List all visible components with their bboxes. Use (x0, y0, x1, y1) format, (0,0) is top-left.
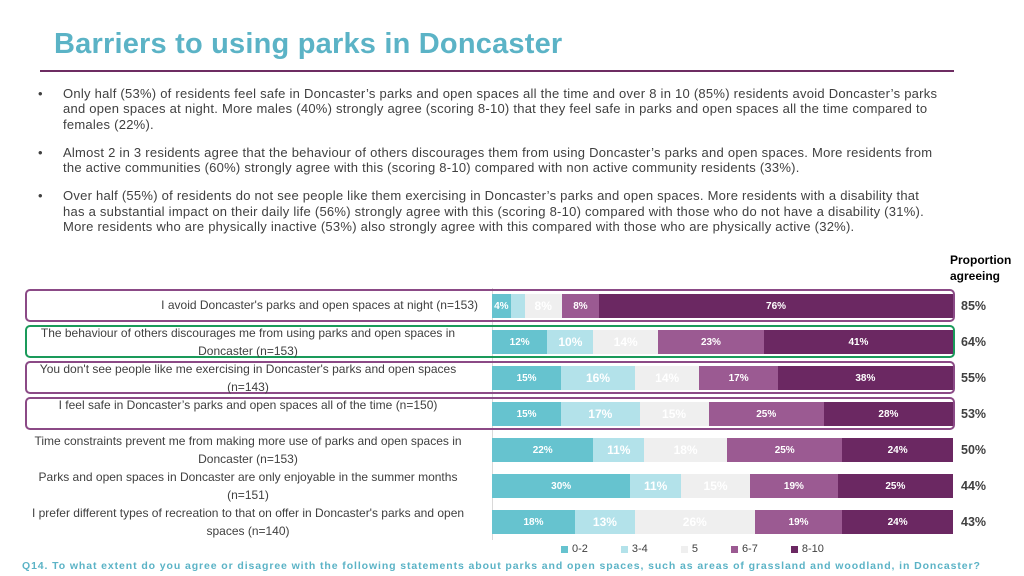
bar-segment-6-7: 25% (708, 402, 824, 426)
bar-segment-0-2: 22% (492, 438, 594, 462)
legend-swatch (680, 545, 688, 553)
legend-label: 0-2 (572, 543, 588, 555)
stacked-bar: 12% 10% 14% 23% 41% (492, 330, 953, 354)
bar-segment-3-4: 10% (547, 330, 594, 354)
bar-segment-5: 18% (644, 438, 728, 462)
legend-label: 8-10 (801, 543, 824, 555)
proportion-agreeing-header: Proportion agreeing (950, 253, 1012, 283)
bar-segment-5: 15% (681, 474, 751, 498)
row-label: I avoid Doncaster's parks and open space… (161, 298, 478, 312)
stacked-bar: 18% 13% 26% 19% 24% (492, 510, 953, 534)
stacked-bar: 22% 11% 18% 25% 24% (492, 438, 953, 462)
row-highlight-box (25, 361, 955, 394)
legend-item: 6-7 (730, 543, 758, 555)
bullet-text: Over half (55%) of residents do not see … (63, 188, 924, 235)
bar-segment-0-2: 15% (492, 402, 562, 426)
bullet-point: • Almost 2 in 3 residents agree that the… (38, 145, 938, 176)
bullet-list: • Only half (53%) of residents feel safe… (38, 86, 938, 247)
slide-title: Barriers to using parks in Doncaster (54, 28, 563, 60)
proportion-agreeing-value: 85% (961, 299, 987, 313)
bullet-text: Almost 2 in 3 residents agree that the b… (63, 144, 933, 176)
bar-segment-6-7: 8% (561, 294, 600, 318)
proportion-agreeing-value: 50% (961, 443, 987, 457)
legend-swatch (561, 545, 568, 553)
bar-segment-3-4: 17% (561, 402, 640, 426)
bullet-symbol: • (38, 144, 43, 160)
bar-segment-0-2: 15% (492, 366, 562, 390)
bar-segment-8-10: 41% (763, 330, 953, 354)
chart-legend: 0-2 3-4 5 6-7 8-10 (561, 543, 857, 555)
row-label: You don't see people like me exercising … (39, 362, 457, 394)
bar-segment-6-7: 23% (657, 330, 764, 354)
proportion-agreeing-value: 55% (961, 371, 987, 385)
bar-segment-3-4 (510, 294, 525, 318)
bar-segment-5: 14% (593, 330, 658, 354)
proportion-agreeing-value: 64% (961, 335, 987, 349)
bar-segment-0-2: 12% (492, 330, 548, 354)
legend-label: 6-7 (741, 543, 758, 555)
bar-segment-8-10: 38% (777, 366, 953, 390)
legend-swatch (730, 545, 738, 553)
bar-segment-6-7: 19% (750, 474, 838, 498)
bar-segment-3-4: 11% (630, 474, 681, 498)
row-highlight-box (25, 325, 955, 358)
bullet-text: Only half (53%) of residents feel safe i… (63, 86, 938, 132)
row-label: The behaviour of others discourages me f… (40, 326, 456, 358)
bar-segment-6-7: 25% (727, 438, 843, 462)
bar-segment-8-10: 76% (599, 294, 953, 318)
stacked-bar: 15% 17% 15% 25% 28% (492, 402, 953, 426)
row-label: I feel safe in Doncaster’s parks and ope… (58, 398, 438, 412)
bullet-point: • Only half (53%) of residents feel safe… (38, 86, 938, 132)
row-highlight-box (25, 289, 955, 322)
question-footnote: Q14. To what extent do you agree or disa… (22, 560, 981, 572)
proportion-agreeing-value: 53% (961, 407, 987, 421)
bar-segment-5: 26% (634, 510, 755, 534)
row-label: Parks and open spaces in Doncaster are o… (38, 470, 458, 502)
row-label: I prefer different types of recreation t… (31, 506, 465, 538)
legend-label: 5 (691, 543, 698, 555)
legend-item: 5 (680, 543, 698, 555)
proportion-agreeing-value: 44% (961, 479, 987, 493)
title-divider (40, 70, 954, 72)
bar-segment-6-7: 17% (699, 366, 778, 390)
legend-swatch (790, 545, 798, 553)
bullet-symbol: • (38, 188, 43, 204)
proportion-agreeing-value: 43% (961, 515, 987, 529)
bar-segment-3-4: 13% (574, 510, 635, 534)
bar-segment-3-4: 16% (561, 366, 635, 390)
bar-segment-5: 15% (639, 402, 709, 426)
stacked-bar: 30% 11% 15% 19% 25% (492, 474, 953, 498)
legend-item: 3-4 (620, 543, 648, 555)
chart-axis-line (492, 288, 493, 540)
bullet-symbol: • (38, 86, 43, 101)
bar-segment-0-2: 4% (492, 294, 511, 318)
row-highlight-box (25, 397, 955, 430)
bar-segment-5: 14% (634, 366, 700, 390)
legend-item: 0-2 (561, 543, 588, 555)
bar-segment-5: 8% (524, 294, 562, 318)
bar-segment-3-4: 11% (593, 438, 645, 462)
stacked-bar: 15% 16% 14% 17% 38% (492, 366, 953, 390)
bar-segment-6-7: 19% (754, 510, 843, 534)
bar-segment-0-2: 18% (492, 510, 575, 534)
legend-label: 3-4 (631, 543, 648, 555)
bar-segment-0-2: 30% (492, 474, 631, 498)
row-label: Time constraints prevent me from making … (34, 434, 462, 466)
legend-item: 8-10 (790, 543, 824, 555)
bar-segment-8-10: 24% (842, 438, 953, 462)
bar-segment-8-10: 24% (842, 510, 953, 534)
bar-segment-8-10: 25% (837, 474, 953, 498)
legend-swatch (620, 545, 628, 553)
stacked-bar: 4% 8% 8% 76% (492, 294, 953, 318)
bar-segment-8-10: 28% (823, 402, 953, 426)
bullet-point: • Over half (55%) of residents do not se… (38, 188, 938, 234)
